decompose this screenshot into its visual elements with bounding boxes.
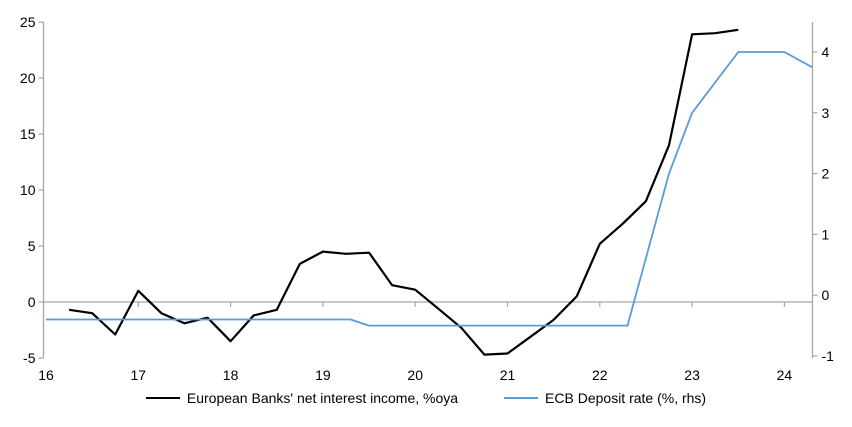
left-axis-tick-label: 15 — [20, 126, 36, 142]
left-axis-tick-label: -5 — [23, 350, 36, 366]
right-axis-tick-label: 3 — [822, 105, 830, 121]
net-interest-income-line — [68, 28, 739, 356]
legend-item-ecb-deposit-rate: ECB Deposit rate (%, rhs) — [504, 390, 706, 406]
x-axis-label: 18 — [223, 367, 239, 383]
x-axis-label: 23 — [684, 367, 700, 383]
black-line-swatch — [145, 397, 180, 399]
left-axis-tick-label: 10 — [20, 182, 36, 198]
left-axis-tick-label: 0 — [28, 294, 36, 310]
right-axis-tick-label: 1 — [822, 226, 830, 242]
x-axis-label: 21 — [500, 367, 516, 383]
x-axis-label: 22 — [592, 367, 608, 383]
x-axis-label: 24 — [777, 367, 793, 383]
legend: European Banks' net interest income, %oy… — [0, 390, 852, 406]
right-axis-tick-label: 0 — [822, 287, 830, 303]
left-axis-tick-label: 20 — [20, 70, 36, 86]
left-axis-tick-label: 5 — [28, 238, 36, 254]
right-axis-tick-label: 2 — [822, 166, 830, 182]
x-axis-label: 20 — [407, 367, 423, 383]
blue-line-swatch — [504, 397, 539, 399]
right-axis-tick-label: -1 — [822, 348, 835, 364]
left-axis-tick-label: 25 — [20, 14, 36, 30]
x-axis-label: 16 — [38, 367, 54, 383]
legend-label-net-interest-income: European Banks' net interest income, %oy… — [186, 390, 459, 406]
legend-item-net-interest-income: European Banks' net interest income, %oy… — [145, 390, 459, 406]
ecb-deposit-rate-line — [46, 51, 813, 327]
x-axis-label: 17 — [131, 367, 147, 383]
right-axis-tick-label: 4 — [822, 44, 830, 60]
legend-label-ecb-deposit-rate: ECB Deposit rate (%, rhs) — [545, 390, 707, 406]
x-axis-label: 19 — [315, 367, 331, 383]
